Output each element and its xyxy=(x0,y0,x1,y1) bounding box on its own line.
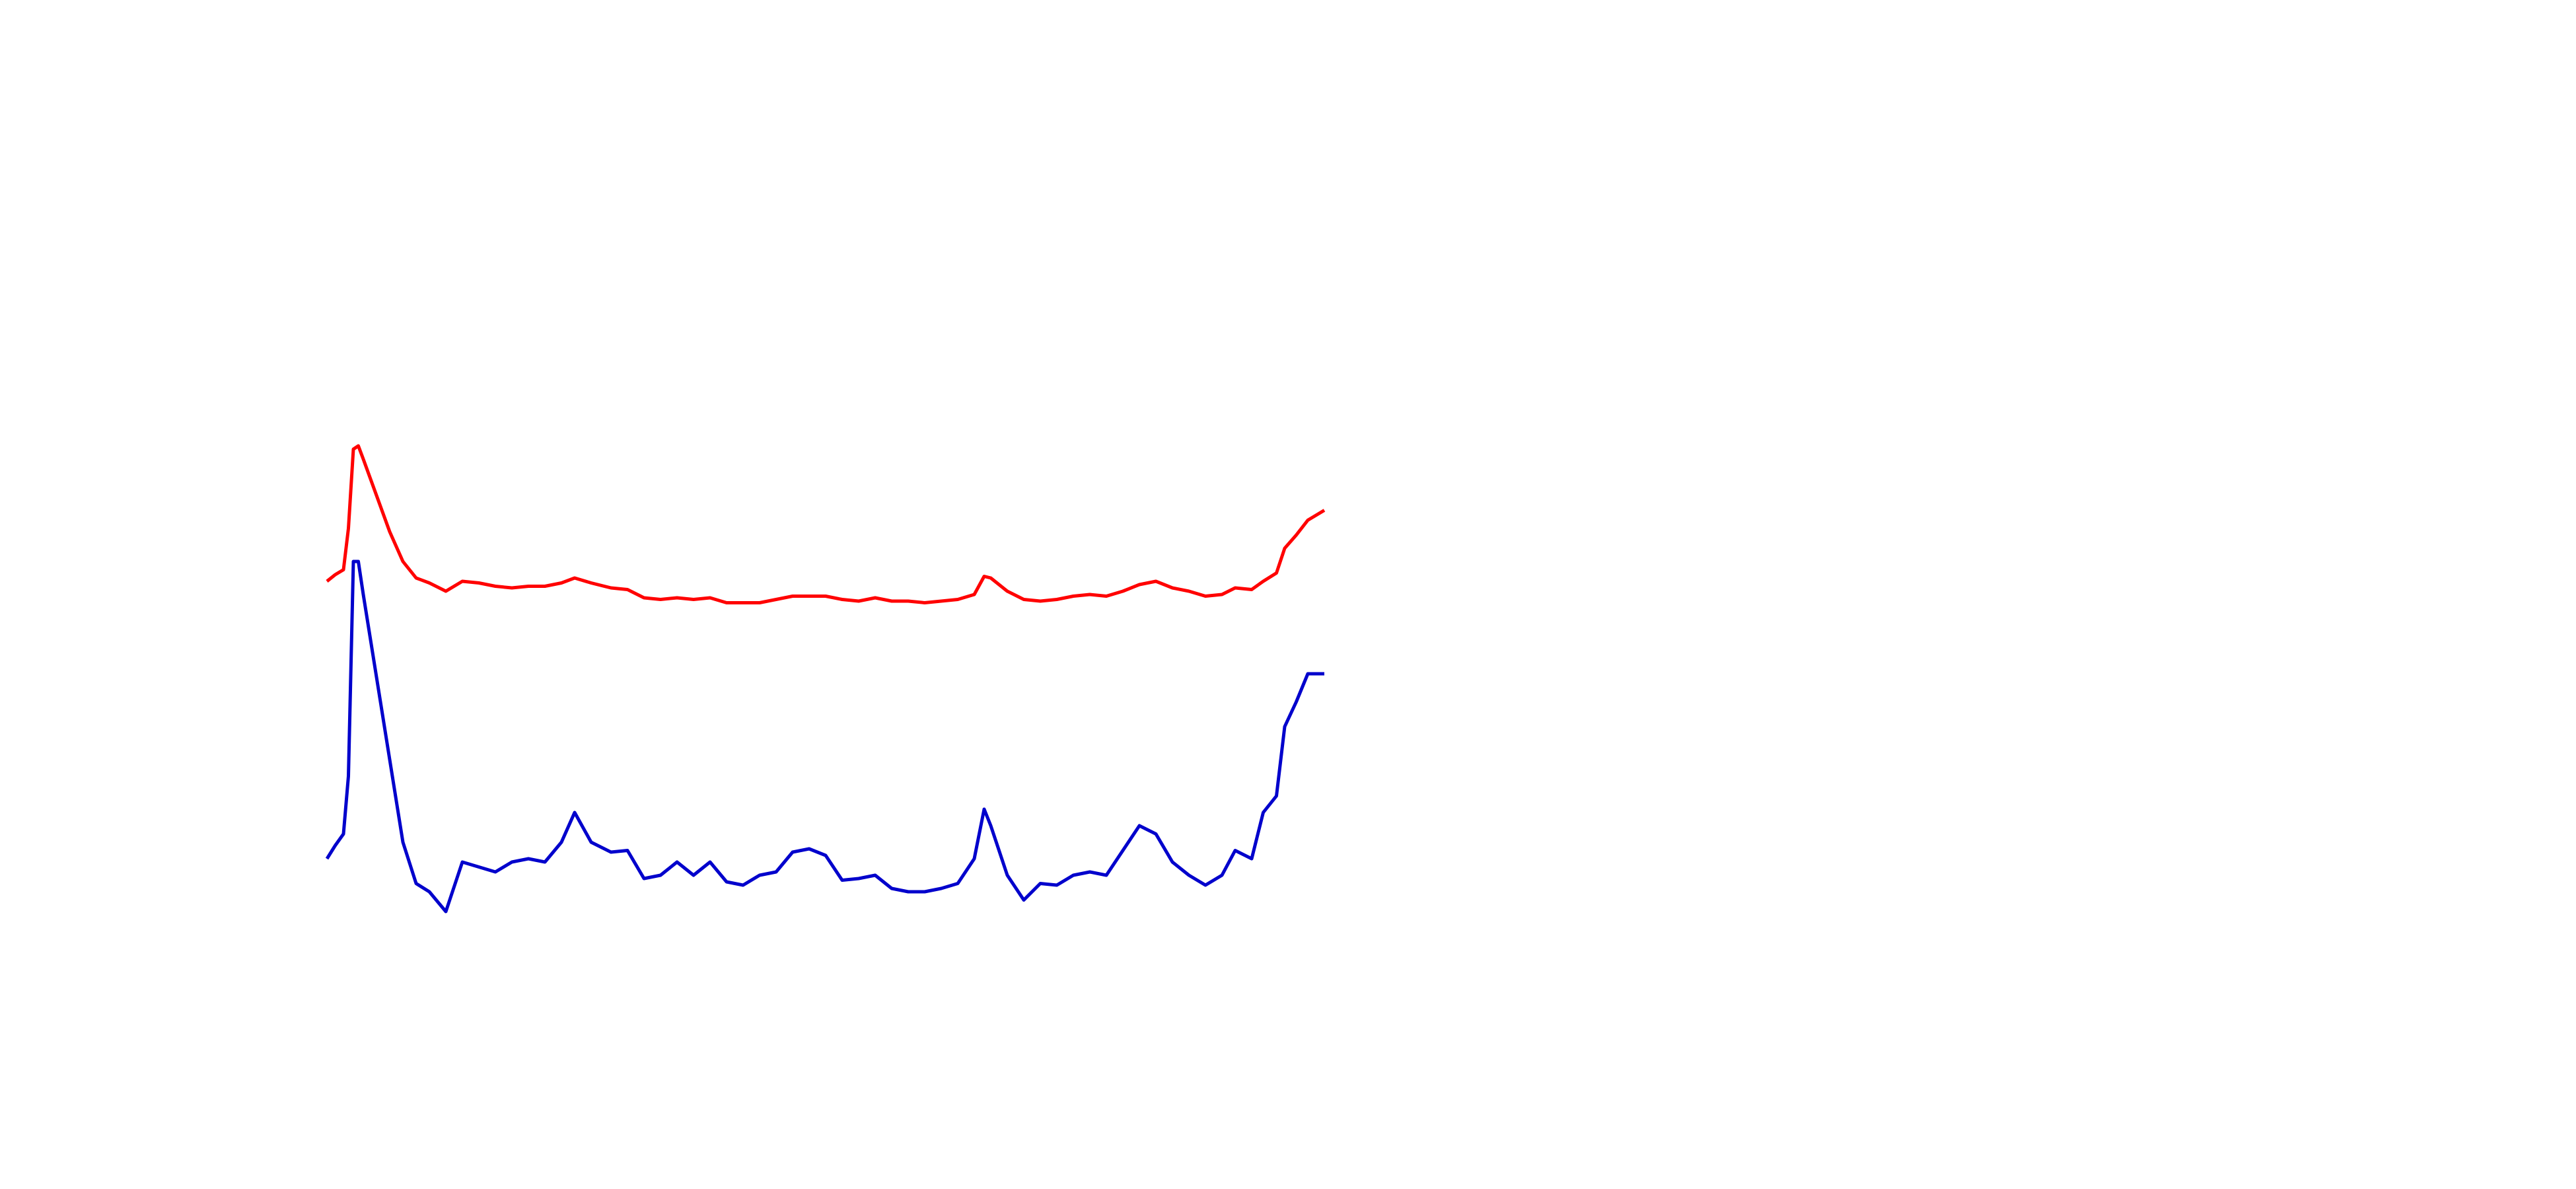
line-series xyxy=(326,444,1326,604)
line-series xyxy=(325,559,1324,914)
